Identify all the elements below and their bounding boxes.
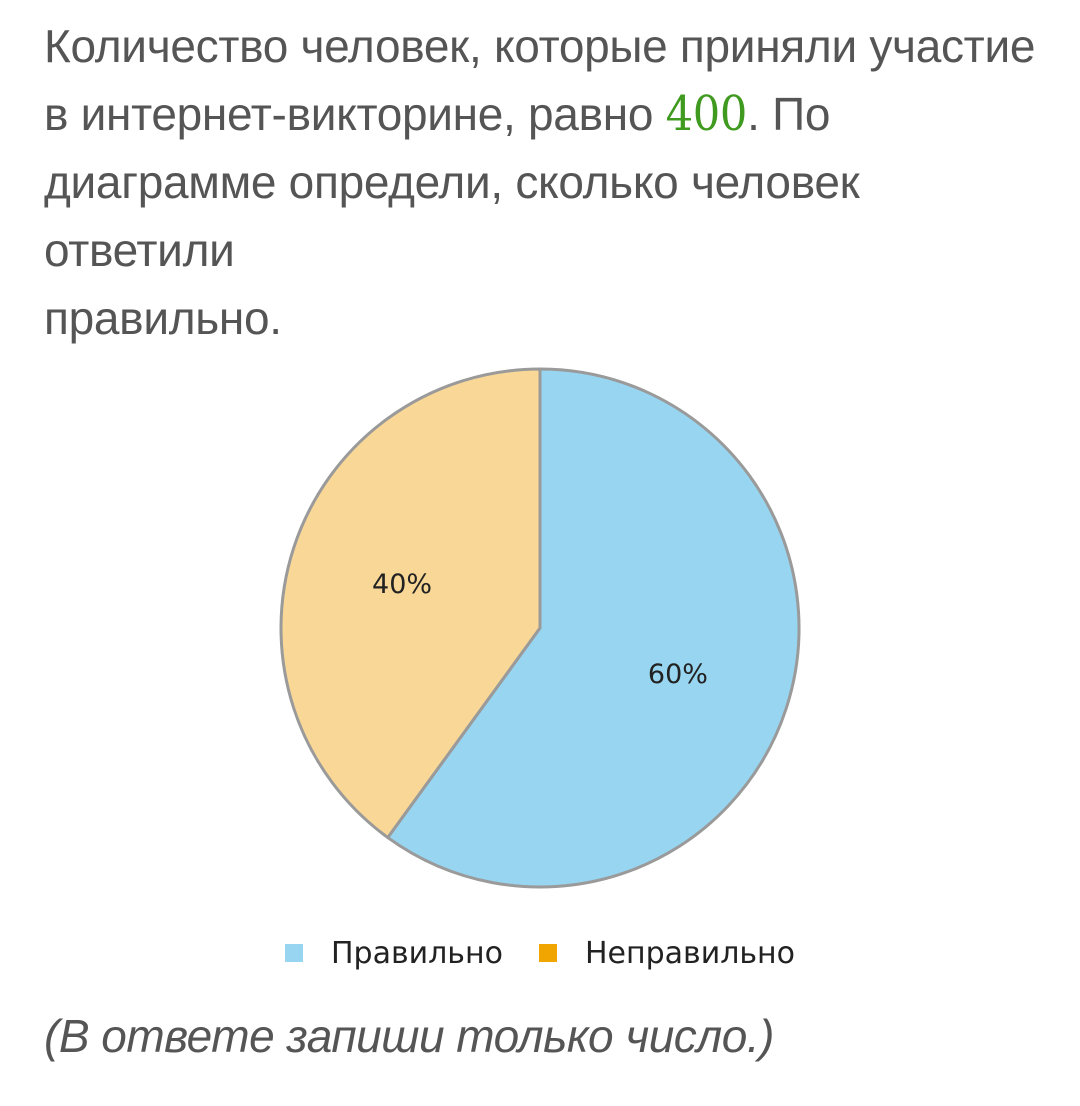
answer-note: (В ответе запиши только число.) bbox=[44, 1010, 774, 1062]
legend-swatch-incorrect bbox=[538, 944, 557, 962]
question-line-2-start: в интернет-викторине, равно bbox=[44, 88, 666, 140]
pie-label-incorrect: 40% bbox=[372, 569, 432, 600]
legend-swatch-correct bbox=[284, 944, 303, 962]
legend-item-correct: Правильно bbox=[284, 935, 503, 971]
pie-chart: 60% 40% bbox=[0, 300, 1080, 1000]
chart-legend: Правильно Неправильно bbox=[0, 928, 1080, 978]
legend-item-incorrect: Неправильно bbox=[538, 935, 796, 971]
question-line-4: правильно. bbox=[44, 292, 282, 344]
question-line-1: Количество человек, которые приняли учас… bbox=[44, 20, 1036, 72]
pie-slice-correct bbox=[386, 367, 801, 889]
pie-chart-svg: 60% 40% bbox=[279, 367, 801, 889]
question-text: Количество человек, которые приняли учас… bbox=[44, 12, 1054, 352]
legend-label-correct: Правильно bbox=[330, 935, 503, 971]
question-line-3: диаграмме определи, сколько человек отве… bbox=[44, 156, 860, 276]
pie-slice-incorrect bbox=[279, 367, 542, 840]
pie-label-correct: 60% bbox=[648, 659, 708, 690]
question-line-2: в интернет-викторине, равно 400. По bbox=[44, 80, 1054, 148]
legend-label-incorrect: Неправильно bbox=[584, 935, 796, 971]
question-line-2-end: . По bbox=[747, 88, 831, 140]
participants-number: 400 bbox=[665, 86, 748, 142]
